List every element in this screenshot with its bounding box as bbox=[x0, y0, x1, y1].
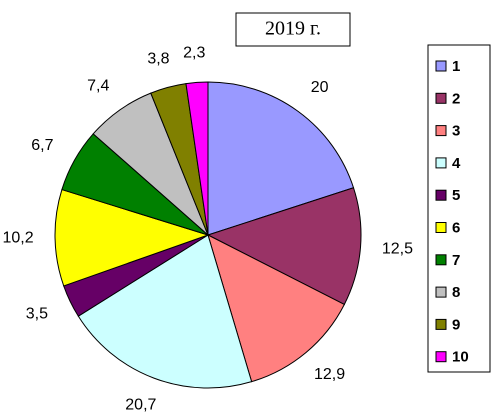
data-label: 7,4 bbox=[87, 78, 109, 95]
data-label: 2,3 bbox=[183, 45, 205, 62]
legend-label: 8 bbox=[452, 284, 460, 301]
legend-swatch bbox=[435, 351, 447, 363]
legend-swatch bbox=[435, 92, 447, 104]
data-label: 3,8 bbox=[147, 51, 169, 68]
legend-label: 6 bbox=[452, 219, 460, 236]
legend-swatch bbox=[435, 125, 447, 137]
legend-swatch bbox=[435, 222, 447, 233]
title-box bbox=[235, 12, 351, 47]
legend-swatch bbox=[435, 157, 447, 169]
legend-label: 2 bbox=[452, 90, 460, 107]
legend-label: 7 bbox=[452, 252, 460, 269]
legend-label: 10 bbox=[452, 349, 469, 366]
pie-slice bbox=[206, 187, 362, 306]
data-label: 20,7 bbox=[125, 396, 156, 412]
data-label: 10,2 bbox=[2, 230, 33, 247]
legend-label: 3 bbox=[452, 123, 460, 140]
legend-swatch bbox=[435, 286, 447, 298]
data-label: 12,5 bbox=[382, 240, 413, 257]
data-label: 20 bbox=[311, 79, 329, 96]
data-label: 3,5 bbox=[26, 305, 48, 322]
pie-slice bbox=[77, 234, 253, 389]
legend-swatch bbox=[435, 318, 447, 330]
pie-slice bbox=[185, 81, 209, 236]
legend-label: 5 bbox=[452, 187, 460, 204]
legend-label: 4 bbox=[452, 155, 461, 172]
pie-slice bbox=[54, 188, 210, 287]
data-label: 12,9 bbox=[314, 366, 345, 383]
legend-swatch bbox=[435, 254, 447, 266]
legend-label: 9 bbox=[452, 316, 460, 333]
legend-swatch bbox=[435, 189, 447, 201]
pie-slice bbox=[207, 234, 345, 383]
legend-swatch bbox=[435, 60, 447, 72]
pie-slice bbox=[207, 81, 355, 236]
chart-title: 2019 г. bbox=[265, 18, 321, 40]
legend-label: 1 bbox=[452, 58, 460, 75]
data-label: 6,7 bbox=[31, 137, 53, 154]
